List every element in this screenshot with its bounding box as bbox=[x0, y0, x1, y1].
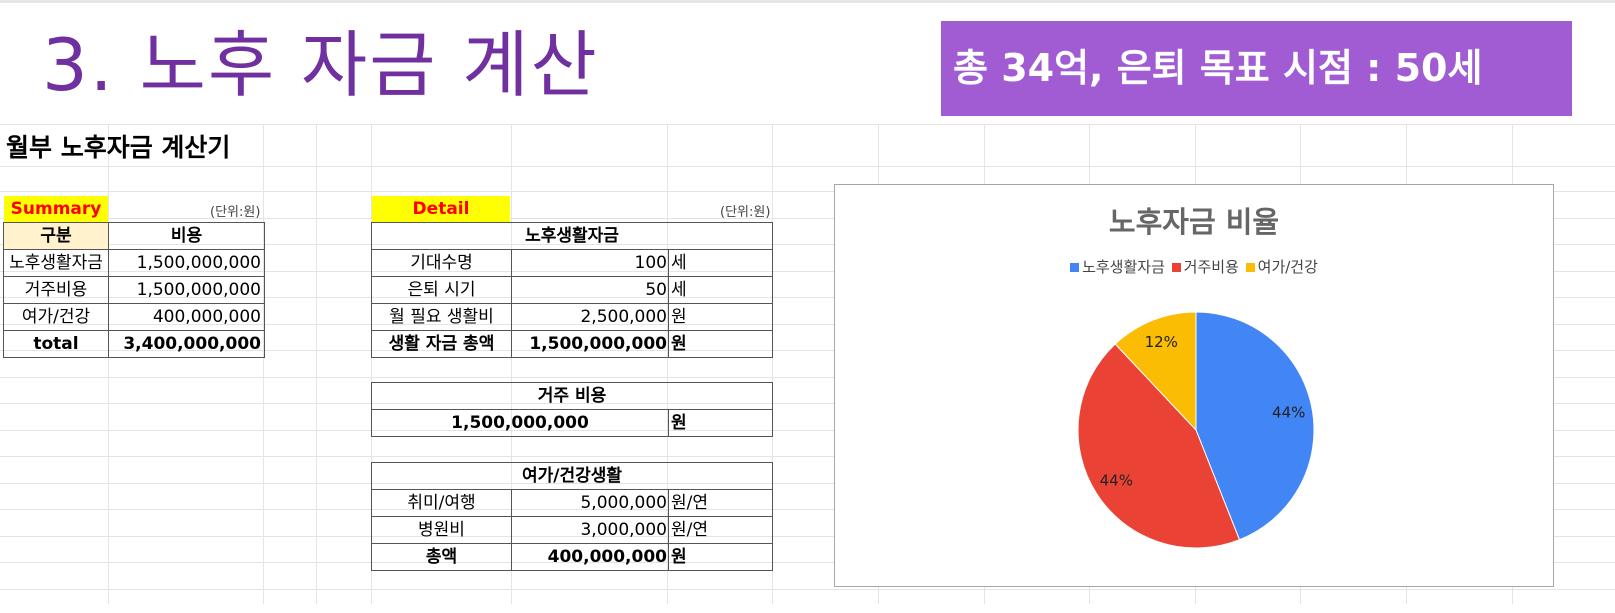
pie-slice[interactable] bbox=[1195, 311, 1315, 541]
leisure-total-row: 총액 400,000,000 원 bbox=[371, 543, 773, 571]
legend-label: 노후생활자금 bbox=[1082, 258, 1165, 276]
pie-data-label: 44% bbox=[1272, 403, 1305, 421]
table-row: 거주비용 1,500,000,000 bbox=[3, 276, 265, 304]
detail-unit-cell[interactable]: 원/연 bbox=[668, 516, 773, 544]
chart-title: 노후자금 비율 bbox=[1108, 205, 1280, 239]
detail-label-cell[interactable]: 기대수명 bbox=[371, 249, 512, 277]
leisure-total-label[interactable]: 총액 bbox=[371, 543, 512, 571]
table-row: 노후생활자금 1,500,000,000 bbox=[3, 249, 265, 277]
table-row: 월 필요 생활비 2,500,000 원 bbox=[371, 303, 774, 331]
detail-unit-cell[interactable]: 세 bbox=[667, 276, 774, 304]
detail-unit: (단위:원) bbox=[720, 205, 771, 220]
detail-label-cell[interactable]: 취미/여행 bbox=[371, 489, 512, 517]
summary-header-category: 구분 bbox=[3, 222, 109, 250]
table-row: 여가/건강 400,000,000 bbox=[3, 303, 265, 331]
summary-header-cost: 비용 bbox=[108, 222, 265, 250]
legend-label: 여가/건강 bbox=[1257, 258, 1318, 276]
pie-data-label: 44% bbox=[1100, 472, 1133, 490]
detail-unit-cell[interactable]: 세 bbox=[667, 249, 774, 277]
detail-label-cell[interactable]: 은퇴 시기 bbox=[371, 276, 512, 304]
living-header: 노후생활자금 bbox=[370, 222, 774, 250]
pie-slice[interactable] bbox=[1077, 343, 1241, 549]
table-row: 기대수명 100 세 bbox=[371, 249, 774, 277]
housing-unit[interactable]: 원 bbox=[667, 409, 774, 437]
summary-cost-cell[interactable]: 1,500,000,000 bbox=[108, 276, 265, 304]
table-row: 은퇴 시기 50 세 bbox=[371, 276, 774, 304]
living-total-row: 생활 자금 총액 1,500,000,000 원 bbox=[371, 330, 774, 358]
living-expense-table: 노후생활자금 기대수명 100 세 은퇴 시기 50 세 월 필요 생활비 2,… bbox=[370, 222, 774, 358]
pie-slice[interactable] bbox=[1114, 311, 1197, 432]
chart-legend: 노후생활자금 거주비용 여가/건강 bbox=[835, 256, 1553, 277]
detail-label-cell[interactable]: 월 필요 생활비 bbox=[371, 303, 512, 331]
detail-value-cell[interactable]: 5,000,000 bbox=[511, 489, 669, 517]
detail-unit-cell[interactable]: 원/연 bbox=[668, 489, 773, 517]
summary-table: 구분 비용 노후생활자금 1,500,000,000 거주비용 1,500,00… bbox=[3, 222, 265, 358]
detail-value-cell[interactable]: 3,000,000 bbox=[511, 516, 669, 544]
living-total-unit[interactable]: 원 bbox=[667, 330, 774, 358]
summary-label: Summary bbox=[4, 196, 108, 222]
summary-total-row: total 3,400,000,000 bbox=[3, 330, 265, 358]
detail-label: Detail bbox=[372, 196, 510, 222]
legend-item: 노후생활자금 bbox=[1070, 256, 1165, 277]
leisure-total-unit[interactable]: 원 bbox=[668, 543, 773, 571]
summary-category-cell[interactable]: 여가/건강 bbox=[3, 303, 109, 331]
legend-item: 여가/건강 bbox=[1245, 256, 1318, 277]
calculator-subtitle: 월부 노후자금 계산기 bbox=[6, 133, 231, 162]
summary-unit: (단위:원) bbox=[210, 205, 261, 220]
housing-header-row: 거주 비용 bbox=[370, 382, 774, 410]
living-total-value[interactable]: 1,500,000,000 bbox=[511, 330, 669, 358]
housing-value[interactable]: 1,500,000,000 bbox=[371, 409, 669, 437]
summary-total-label[interactable]: total bbox=[3, 330, 109, 358]
detail-value-cell[interactable]: 100 bbox=[511, 249, 669, 277]
top-border bbox=[0, 0, 1615, 3]
pie-data-label: 12% bbox=[1145, 333, 1178, 351]
housing-cost-table: 거주 비용 1,500,000,000 원 bbox=[370, 382, 774, 437]
leisure-health-table: 여가/건강생활 취미/여행 5,000,000 원/연 병원비 3,000,00… bbox=[371, 462, 773, 571]
legend-swatch bbox=[1171, 263, 1181, 272]
living-total-label[interactable]: 생활 자금 총액 bbox=[371, 330, 512, 358]
summary-header-row: 구분 비용 bbox=[3, 222, 265, 250]
housing-header: 거주 비용 bbox=[370, 382, 774, 410]
detail-value-cell[interactable]: 50 bbox=[511, 276, 669, 304]
summary-category-cell[interactable]: 거주비용 bbox=[3, 276, 109, 304]
table-row: 취미/여행 5,000,000 원/연 bbox=[371, 489, 773, 517]
summary-total-value[interactable]: 3,400,000,000 bbox=[108, 330, 265, 358]
pie-chart-svg: 44% 44% 12% bbox=[1077, 311, 1315, 549]
living-header-row: 노후생활자금 bbox=[370, 222, 774, 250]
table-row: 1,500,000,000 원 bbox=[371, 409, 774, 437]
table-row: 병원비 3,000,000 원/연 bbox=[371, 516, 773, 544]
leisure-total-value[interactable]: 400,000,000 bbox=[511, 543, 669, 571]
summary-cost-cell[interactable]: 1,500,000,000 bbox=[108, 249, 265, 277]
summary-cost-cell[interactable]: 400,000,000 bbox=[108, 303, 265, 331]
legend-swatch bbox=[1070, 263, 1080, 272]
detail-value-cell[interactable]: 2,500,000 bbox=[511, 303, 669, 331]
goal-banner: 총 34억, 은퇴 목표 시점 : 50세 bbox=[941, 21, 1572, 116]
legend-item: 거주비용 bbox=[1171, 256, 1239, 277]
leisure-header: 여가/건강생활 bbox=[371, 462, 773, 490]
page-title: 3. 노후 자금 계산 bbox=[42, 23, 599, 107]
detail-label-cell[interactable]: 병원비 bbox=[371, 516, 512, 544]
legend-swatch bbox=[1245, 263, 1255, 272]
legend-label: 거주비용 bbox=[1183, 258, 1239, 276]
pie-chart[interactable]: 44% 44% 12% 노후자금 비율 노후생활자금 거주비용 여가/건강 bbox=[834, 184, 1554, 587]
detail-unit-cell[interactable]: 원 bbox=[667, 303, 774, 331]
leisure-header-row: 여가/건강생활 bbox=[371, 462, 773, 490]
summary-category-cell[interactable]: 노후생활자금 bbox=[3, 249, 109, 277]
